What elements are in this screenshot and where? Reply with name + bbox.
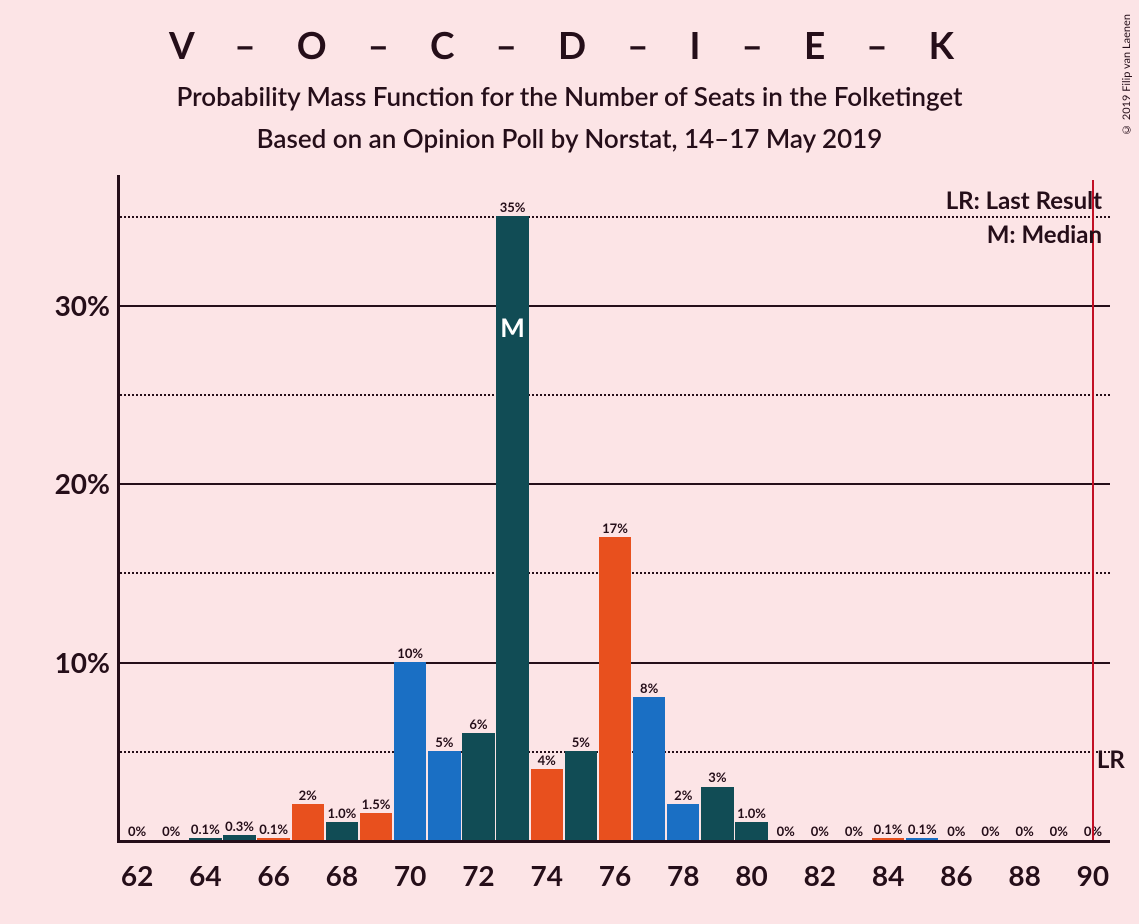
median-label: M — [496, 311, 528, 343]
x-tick-label: 86 — [926, 858, 986, 892]
bar — [462, 733, 494, 840]
gridline-minor — [120, 394, 1110, 396]
y-tick-label: 10% — [20, 645, 110, 679]
bar-value-label: 10% — [389, 645, 431, 661]
bar-value-label: 8% — [628, 680, 670, 696]
x-tick-label: 64 — [175, 858, 235, 892]
y-tick-label: 30% — [20, 288, 110, 322]
x-tick-label: 90 — [1063, 858, 1123, 892]
x-axis — [117, 840, 1110, 843]
last-result-label: LR — [1097, 745, 1125, 774]
chart-subtitle-2: Based on an Opinion Poll by Norstat, 14–… — [0, 122, 1139, 154]
bar — [326, 822, 358, 840]
bar — [667, 804, 699, 840]
y-axis — [117, 175, 120, 843]
bar-value-label: 4% — [526, 752, 568, 768]
bar — [394, 662, 426, 840]
x-tick-label: 84 — [858, 858, 918, 892]
chart-subtitle-1: Probability Mass Function for the Number… — [0, 80, 1139, 112]
x-tick-label: 72 — [448, 858, 508, 892]
x-tick-label: 82 — [790, 858, 850, 892]
bar — [292, 804, 324, 840]
x-tick-label: 78 — [653, 858, 713, 892]
bar — [701, 787, 733, 841]
x-tick-label: 76 — [585, 858, 645, 892]
bar-value-label: 2% — [287, 787, 329, 803]
y-tick-label: 20% — [20, 466, 110, 500]
gridline-minor — [120, 216, 1110, 218]
x-tick-label: 74 — [517, 858, 577, 892]
bar-value-label: 2% — [662, 787, 704, 803]
bar — [735, 822, 767, 840]
bar — [633, 697, 665, 840]
bar-value-label: 5% — [560, 734, 602, 750]
bar-value-label: 1.0% — [730, 805, 772, 821]
gridline-major — [120, 305, 1110, 307]
bar-value-label: 5% — [423, 734, 465, 750]
plot-area: 10%20%30%0%0%0.1%0.3%0.1%2%1.0%1.5%10%5%… — [120, 180, 1110, 840]
x-tick-label: 70 — [380, 858, 440, 892]
bar — [531, 769, 563, 840]
bar-value-label: 1.5% — [355, 796, 397, 812]
chart-title: V – O – C – D – I – E – K — [0, 22, 1139, 67]
bar — [599, 537, 631, 840]
x-tick-label: 62 — [107, 858, 167, 892]
bar — [360, 813, 392, 840]
bar-value-label: 17% — [594, 520, 636, 536]
x-tick-label: 68 — [312, 858, 372, 892]
x-tick-label: 88 — [995, 858, 1055, 892]
chart-root: V – O – C – D – I – E – K Probability Ma… — [0, 0, 1139, 924]
x-tick-label: 80 — [722, 858, 782, 892]
bar — [565, 751, 597, 840]
last-result-line — [1092, 180, 1094, 840]
bar-value-label: 0.1% — [252, 821, 294, 837]
x-tick-label: 66 — [244, 858, 304, 892]
bar — [428, 751, 460, 840]
bar-value-label: 6% — [457, 716, 499, 732]
bar-value-label: 3% — [696, 769, 738, 785]
copyright-text: © 2019 Filip van Laenen — [1120, 14, 1133, 136]
bar — [496, 216, 528, 840]
legend-last-result: LR: Last Result — [120, 186, 1102, 215]
legend-median: M: Median — [120, 220, 1102, 249]
gridline-major — [120, 483, 1110, 485]
